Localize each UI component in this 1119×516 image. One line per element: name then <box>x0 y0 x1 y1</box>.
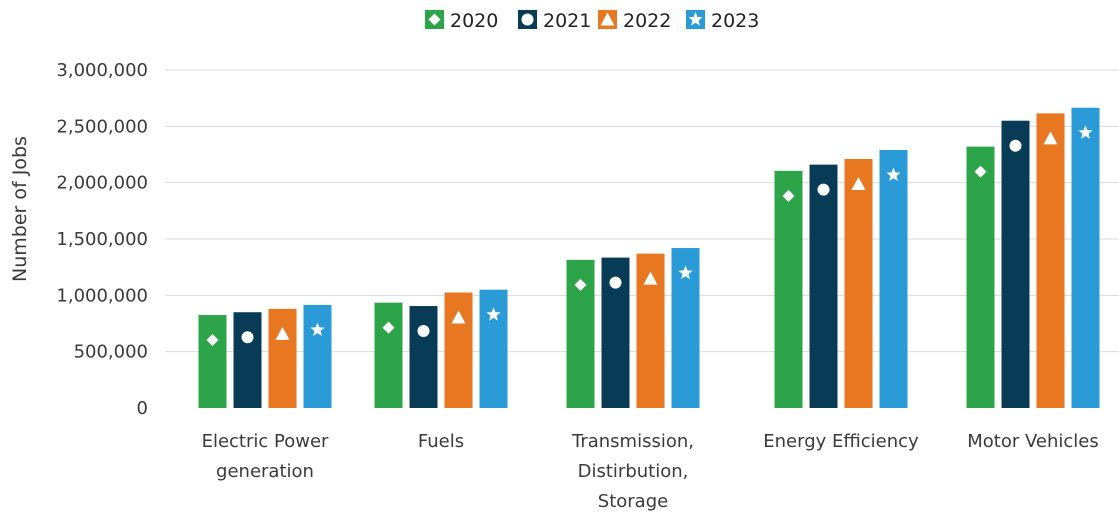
diamond-marker-icon <box>574 278 587 291</box>
y-tick-label: 500,000 <box>74 342 148 363</box>
star-marker-icon <box>886 167 901 182</box>
bar-2021 <box>1001 120 1030 408</box>
legend-label: 2023 <box>711 10 759 32</box>
star-marker-icon <box>678 265 693 280</box>
bar-2021 <box>809 164 838 408</box>
bar-markers <box>206 125 1093 347</box>
legend-item-2021: 2021 <box>518 10 591 32</box>
circle-marker-icon <box>1009 139 1022 152</box>
bar-2020 <box>966 146 995 408</box>
diamond-marker-icon <box>206 334 219 347</box>
triangle-marker-icon <box>451 310 466 324</box>
x-category-label: Fuels <box>418 431 464 452</box>
legend-item-2023: 2023 <box>686 10 759 32</box>
x-category-label: Storage <box>598 491 668 512</box>
star-marker-icon <box>486 307 501 321</box>
x-category-label: Transmission, <box>571 431 694 452</box>
x-category-label: Energy Efficiency <box>763 431 919 452</box>
triangle-marker-icon <box>275 326 290 340</box>
y-axis-title-group: Number of Jobs <box>9 136 31 282</box>
triangle-marker-icon <box>643 271 658 285</box>
bar-2022 <box>1036 113 1065 409</box>
diamond-marker-icon <box>782 189 795 202</box>
diamond-marker-icon <box>382 321 395 334</box>
bar-2020 <box>374 302 403 408</box>
x-category-label: Distirbution, <box>578 461 689 482</box>
bar-2020 <box>198 315 227 408</box>
circle-marker-icon <box>417 325 430 338</box>
y-tick-label: 3,000,000 <box>56 60 148 81</box>
y-axis-title: Number of Jobs <box>9 136 31 282</box>
bar-2022 <box>444 292 473 408</box>
y-tick-label: 2,000,000 <box>56 173 148 194</box>
star-marker-icon <box>1078 125 1093 139</box>
bar-2020 <box>774 170 803 408</box>
legend-item-2022: 2022 <box>598 10 671 32</box>
bar-2022 <box>268 308 297 408</box>
bar-2021 <box>409 306 438 408</box>
triangle-marker-icon <box>600 12 615 26</box>
x-category-label: Motor Vehicles <box>967 431 1098 452</box>
y-tick-label: 1,500,000 <box>56 229 148 250</box>
circle-marker-icon <box>817 183 830 196</box>
diamond-marker-icon <box>428 13 441 26</box>
triangle-marker-icon <box>851 177 866 191</box>
bar-2023 <box>879 149 908 408</box>
bar-2023 <box>303 304 332 408</box>
star-marker-icon <box>688 12 703 26</box>
bar-2023 <box>1071 107 1100 408</box>
y-tick-label: 1,000,000 <box>56 285 148 306</box>
circle-marker-icon <box>241 331 254 344</box>
y-axis-ticks: 0 500,000 1,000,000 1,500,000 2,000,000 2,500… <box>56 60 148 419</box>
legend: 2020 2021 2022 2023 <box>425 10 759 32</box>
triangle-marker-icon <box>1043 131 1058 145</box>
circle-marker-icon <box>521 13 534 26</box>
legend-item-2020: 2020 <box>425 10 498 32</box>
legend-label: 2020 <box>450 10 498 32</box>
x-axis-categories: Electric Power generation Fuels Transmissio… <box>202 431 1099 512</box>
y-tick-label: 2,500,000 <box>56 116 148 137</box>
legend-label: 2021 <box>543 10 591 32</box>
legend-label: 2022 <box>623 10 671 32</box>
x-category-label: Electric Power <box>202 431 329 452</box>
bar-2021 <box>233 312 262 408</box>
circle-marker-icon <box>609 276 622 289</box>
star-marker-icon <box>310 322 325 336</box>
bar-2022 <box>844 159 873 408</box>
y-tick-label: 0 <box>137 398 148 419</box>
bars <box>198 107 1100 409</box>
x-category-label: generation <box>216 461 314 482</box>
diamond-marker-icon <box>974 165 987 178</box>
